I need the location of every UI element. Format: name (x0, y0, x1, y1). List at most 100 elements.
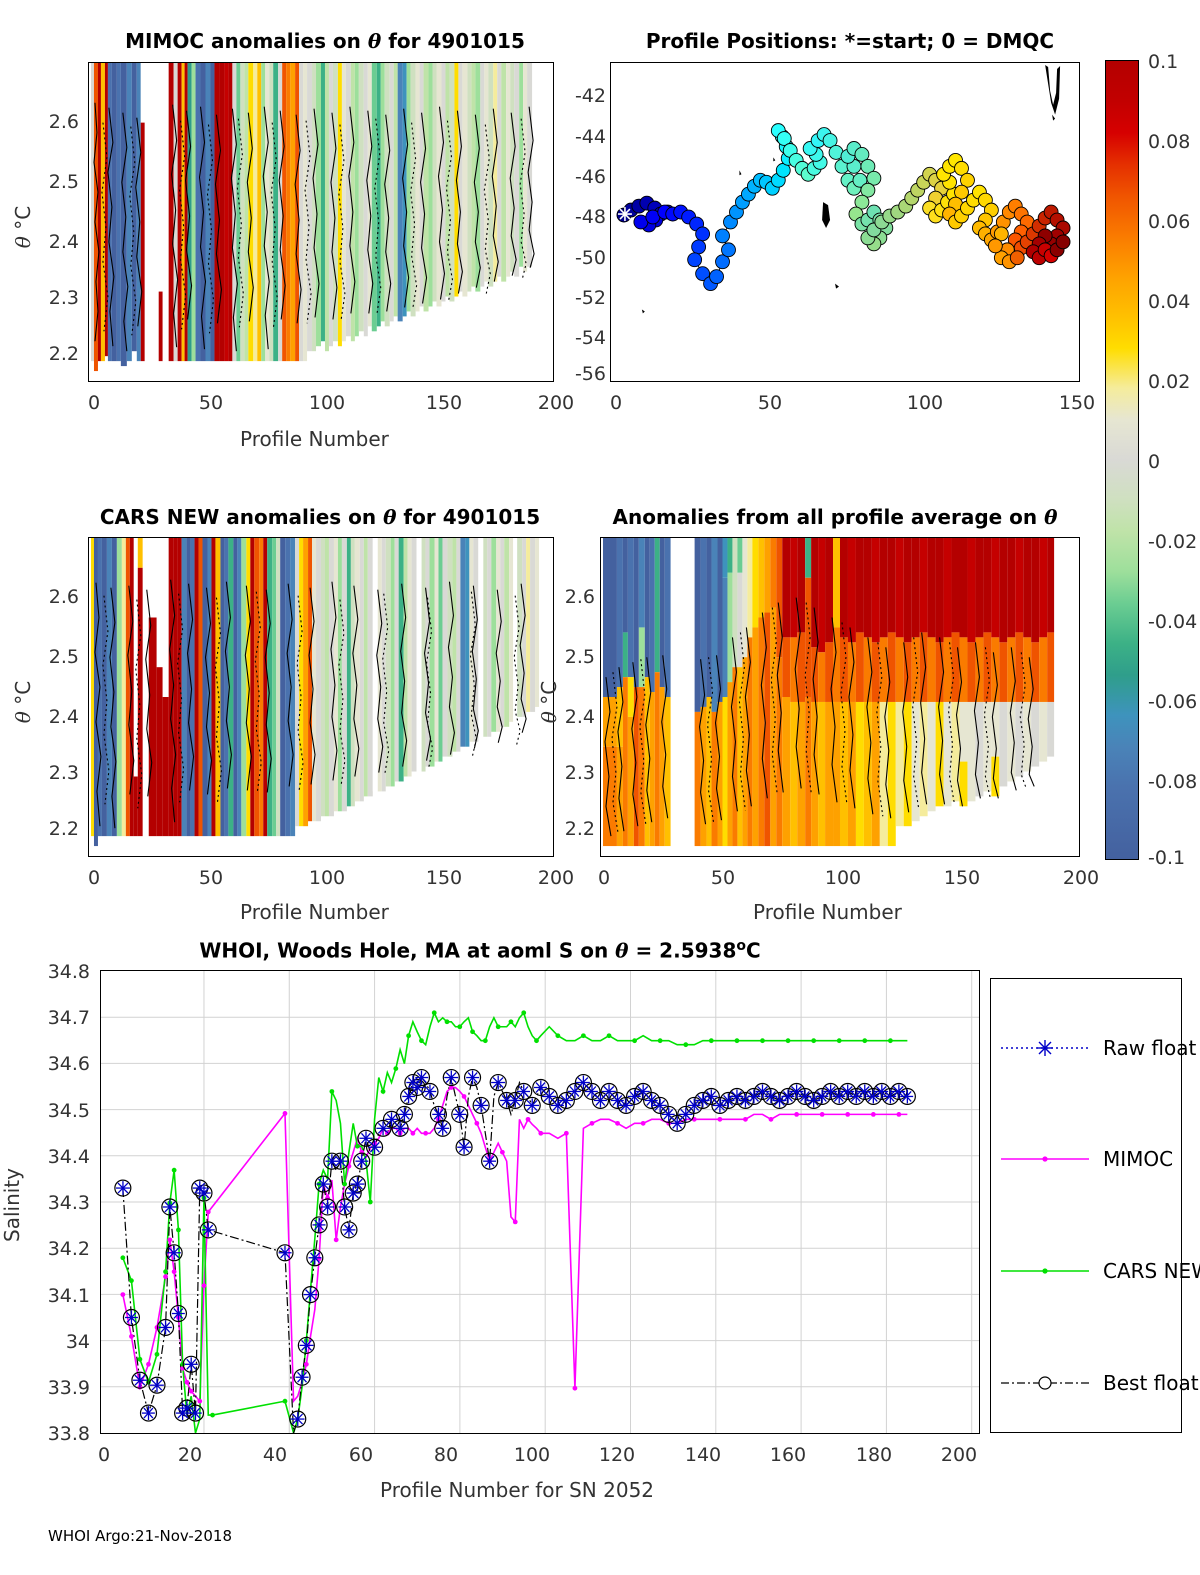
cars-markers (120, 1010, 893, 1418)
salinity-xtick: 0 (97, 1444, 111, 1466)
cars-xtick: 100 (308, 867, 346, 889)
cars-yaxis-label: θ °C (11, 657, 35, 747)
cars-ytick: 2.4 (48, 706, 79, 728)
cars-ytick: 2.5 (48, 646, 79, 668)
allavg-xtick: 0 (597, 867, 611, 889)
legend-entry-mimoc[interactable]: MIMOC (999, 1147, 1173, 1171)
mimoc-title-prefix: MIMOC anomalies on (125, 29, 368, 53)
colorbar-tick: 0.06 (1148, 211, 1191, 233)
salinity-legend: Raw float MIMOC CARS NEW (990, 978, 1200, 1433)
salinity-ytick: 34.8 (47, 961, 90, 983)
allavg-ytick: 2.3 (564, 762, 595, 784)
positions-panel-title: Profile Positions: *=start; 0 = DMQC (645, 29, 1055, 53)
theta-symbol: θ (367, 29, 382, 53)
salinity-ytick: 34.5 (47, 1100, 90, 1122)
colorbar-tick: 0.04 (1148, 291, 1191, 313)
mimoc-xtick: 200 (537, 392, 575, 414)
colorbar-tick: -0.08 (1148, 771, 1198, 793)
cars-xtick: 150 (425, 867, 463, 889)
cars-panel-title: CARS NEW anomalies on θ for 4901015 (75, 505, 565, 529)
degree-superscript: o (736, 938, 746, 954)
salinity-ytick: 34.4 (47, 1146, 90, 1168)
colorbar-tick: 0 (1148, 451, 1161, 473)
mimoc-yaxis-label: θ °C (11, 182, 35, 272)
mimoc-ytick: 2.3 (48, 287, 79, 309)
cars-title-suffix: for 4901015 (396, 505, 541, 529)
cars-xtick: 50 (198, 867, 224, 889)
theta-symbol: θ (615, 938, 629, 963)
salinity-title-unit: C (746, 938, 761, 963)
salinity-xtick: 20 (177, 1444, 203, 1466)
mimoc-anomaly-heatmap (88, 62, 554, 382)
mimoc-ytick: 2.6 (48, 111, 79, 133)
salinity-ytick: 34.3 (47, 1192, 90, 1214)
salinity-ytick: 34.7 (47, 1007, 90, 1029)
figure-footer: WHOI Argo:21-Nov-2018 (48, 1527, 232, 1545)
mimoc-ytick: 2.4 (48, 231, 79, 253)
raw-float-line-sample (999, 1037, 1091, 1059)
allavg-panel-title: Anomalies from all profile average on θ (575, 505, 1095, 529)
anomaly-colorbar (1105, 60, 1139, 860)
mimoc-xaxis-label: Profile Number (240, 427, 389, 451)
allavg-xtick: 100 (824, 867, 862, 889)
allavg-xtick: 50 (710, 867, 736, 889)
salinity-xtick: 180 (855, 1444, 893, 1466)
mimoc-ytick: 2.5 (48, 171, 79, 193)
start-marker (617, 207, 632, 222)
positions-ytick: -50 (574, 247, 606, 269)
salinity-ytick: 34.1 (47, 1285, 90, 1307)
salinity-plot-svg (101, 971, 979, 1433)
theta-symbol: θ (11, 236, 35, 249)
mimoc-xtick: 100 (308, 392, 346, 414)
allavg-heatmap-svg (601, 538, 1079, 856)
theta-symbol: θ (383, 505, 397, 529)
salinity-xtick: 60 (348, 1444, 374, 1466)
positions-ytick: -42 (574, 85, 606, 107)
cars-anomaly-heatmap (88, 537, 554, 857)
positions-xtick: 0 (609, 392, 623, 414)
salinity-ytick: 33.8 (47, 1423, 90, 1445)
allavg-xaxis-label: Profile Number (753, 900, 902, 924)
theta-symbol: θ (11, 711, 35, 724)
legend-entry-cars-new[interactable]: CARS NEW (999, 1259, 1200, 1283)
positions-ytick: -48 (574, 206, 606, 228)
positions-ytick: -54 (574, 327, 606, 349)
salinity-xtick: 40 (262, 1444, 288, 1466)
salinity-panel-title: WHOI, Woods Hole, MA at aoml S on θ = 2.… (130, 938, 830, 963)
salinity-xtick: 100 (513, 1444, 551, 1466)
cars-ytick: 2.2 (48, 818, 79, 840)
colorbar-tick: -0.02 (1148, 531, 1198, 553)
mimoc-ylabel-unit: °C (11, 205, 35, 237)
cars-xtick: 200 (537, 867, 575, 889)
mimoc-panel-title: MIMOC anomalies on θ for 4901015 (85, 29, 565, 53)
mimoc-xtick: 50 (198, 392, 224, 414)
allavg-xtick: 150 (943, 867, 981, 889)
legend-label-cars-new: CARS NEW (1103, 1259, 1200, 1283)
positions-ytick: -46 (574, 166, 606, 188)
legend-entry-raw-float[interactable]: Raw float (999, 1036, 1196, 1060)
salinity-title-value: = 2.5938 (628, 938, 737, 963)
profile-position-markers (616, 123, 1071, 292)
profile-positions-map (610, 62, 1080, 382)
allavg-anomaly-heatmap (600, 537, 1080, 857)
salinity-xtick: 140 (684, 1444, 722, 1466)
salinity-ytick: 34.6 (47, 1053, 90, 1075)
salinity-yaxis-label: Salinity (0, 1168, 24, 1242)
salinity-ytick: 34 (65, 1331, 90, 1353)
colorbar-tick: -0.06 (1148, 691, 1198, 713)
cars-ytick: 2.6 (48, 586, 79, 608)
positions-ytick: -44 (574, 126, 606, 148)
salinity-xaxis-label: Profile Number for SN 2052 (380, 1478, 655, 1502)
allavg-ytick: 2.2 (564, 818, 595, 840)
cars-ytick: 2.3 (48, 762, 79, 784)
land-fragments (641, 64, 1061, 314)
best-float-line-sample (999, 1372, 1091, 1394)
cars-xtick: 0 (87, 867, 101, 889)
cars-heatmap-svg (89, 538, 553, 856)
cars-new-line-sample (999, 1260, 1091, 1282)
positions-map-svg (611, 63, 1079, 381)
salinity-title-prefix: WHOI, Woods Hole, MA at aoml S on (199, 938, 616, 963)
positions-ytick: -52 (574, 287, 606, 309)
legend-entry-best-float[interactable]: Best float (999, 1371, 1199, 1395)
salinity-xtick: 160 (769, 1444, 807, 1466)
